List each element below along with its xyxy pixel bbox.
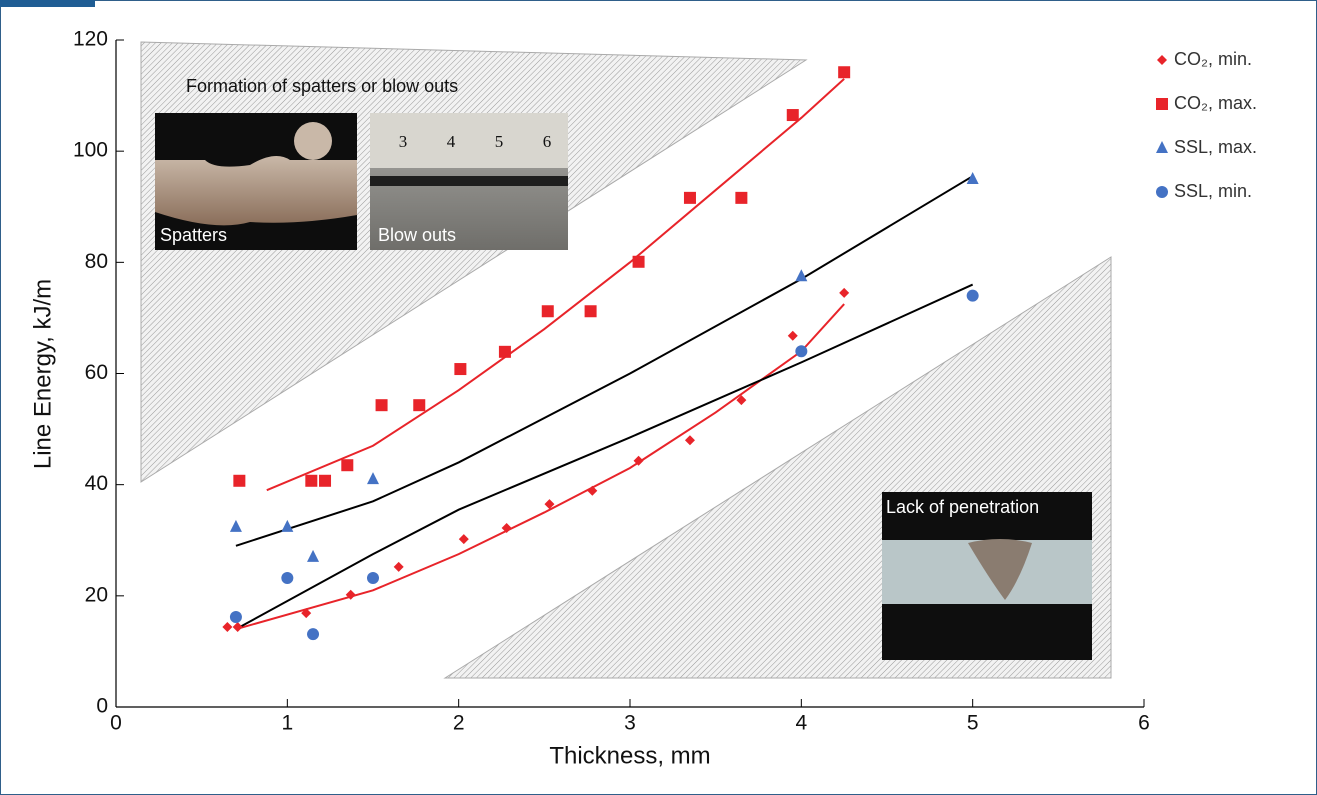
point	[966, 289, 979, 302]
point	[786, 109, 799, 122]
y-tick-label: 20	[85, 583, 108, 606]
x-tick-label: 6	[1138, 712, 1150, 735]
point	[345, 589, 356, 600]
point	[307, 628, 320, 641]
point	[301, 608, 312, 619]
point	[281, 572, 294, 585]
legend-marker	[1156, 141, 1168, 153]
x-tick-label: 1	[281, 712, 293, 735]
point	[684, 435, 695, 446]
point	[454, 363, 467, 376]
point	[498, 345, 511, 358]
point	[341, 459, 354, 472]
photo-lack-of-penetration	[882, 492, 1092, 660]
point	[229, 519, 242, 532]
point	[413, 399, 426, 412]
legend-label: CO₂, min.	[1174, 49, 1252, 69]
point	[544, 499, 555, 510]
annotation: Lack of penetration	[886, 497, 1039, 517]
ruler-label: 5	[495, 132, 504, 151]
y-tick-label: 120	[73, 28, 108, 51]
point	[966, 171, 979, 184]
point	[319, 474, 332, 487]
fit-line	[235, 283, 974, 631]
photo-blow-outs	[370, 113, 568, 250]
legend-marker	[1156, 98, 1168, 110]
point	[839, 287, 850, 298]
point	[795, 269, 808, 282]
ruler-label: 6	[543, 132, 552, 151]
point	[633, 455, 644, 466]
point	[735, 191, 748, 204]
ruler-label: 3	[399, 132, 408, 151]
y-tick-label: 80	[85, 250, 108, 273]
point	[229, 610, 242, 623]
legend-label: SSL, min.	[1174, 181, 1252, 201]
x-tick-label: 3	[624, 712, 636, 735]
y-tick-label: 40	[85, 472, 108, 495]
point	[787, 330, 798, 341]
annotation: Formation of spatters or blow outs	[186, 76, 458, 96]
point	[541, 305, 554, 318]
x-tick-label: 4	[795, 712, 807, 735]
ruler-label: 4	[447, 132, 456, 151]
fit-line	[235, 303, 845, 631]
point	[233, 474, 246, 487]
y-axis-label: Line Energy, kJ/m	[29, 279, 56, 469]
point	[307, 549, 320, 562]
x-tick-label: 2	[453, 712, 465, 735]
legend-label: SSL, max.	[1174, 137, 1257, 157]
point	[305, 474, 318, 487]
point	[232, 621, 243, 632]
point	[501, 523, 512, 534]
point	[683, 191, 696, 204]
annotation: Blow outs	[378, 225, 456, 245]
point	[393, 561, 404, 572]
photo-spatters	[155, 113, 357, 250]
point	[367, 572, 379, 585]
point	[281, 519, 294, 532]
x-axis-label: Thickness, mm	[549, 742, 710, 769]
annotation: Spatters	[160, 225, 227, 245]
fit-line	[235, 175, 974, 547]
fit-line	[266, 78, 845, 492]
y-tick-label: 60	[85, 361, 108, 384]
point	[632, 255, 645, 268]
legend-marker	[1157, 55, 1167, 65]
point	[838, 66, 851, 79]
point	[587, 485, 598, 496]
point	[375, 399, 388, 412]
legend-label: CO₂, max.	[1174, 93, 1257, 113]
point	[584, 305, 597, 318]
point	[367, 472, 379, 485]
y-tick-label: 100	[73, 139, 108, 162]
point	[736, 395, 747, 406]
point	[458, 534, 469, 545]
x-tick-label: 5	[967, 712, 979, 735]
legend-marker	[1156, 186, 1168, 198]
point	[222, 621, 233, 632]
header-bar	[0, 0, 95, 7]
point	[795, 345, 808, 358]
y-tick-label: 0	[96, 695, 108, 718]
x-tick-label: 0	[110, 712, 122, 735]
